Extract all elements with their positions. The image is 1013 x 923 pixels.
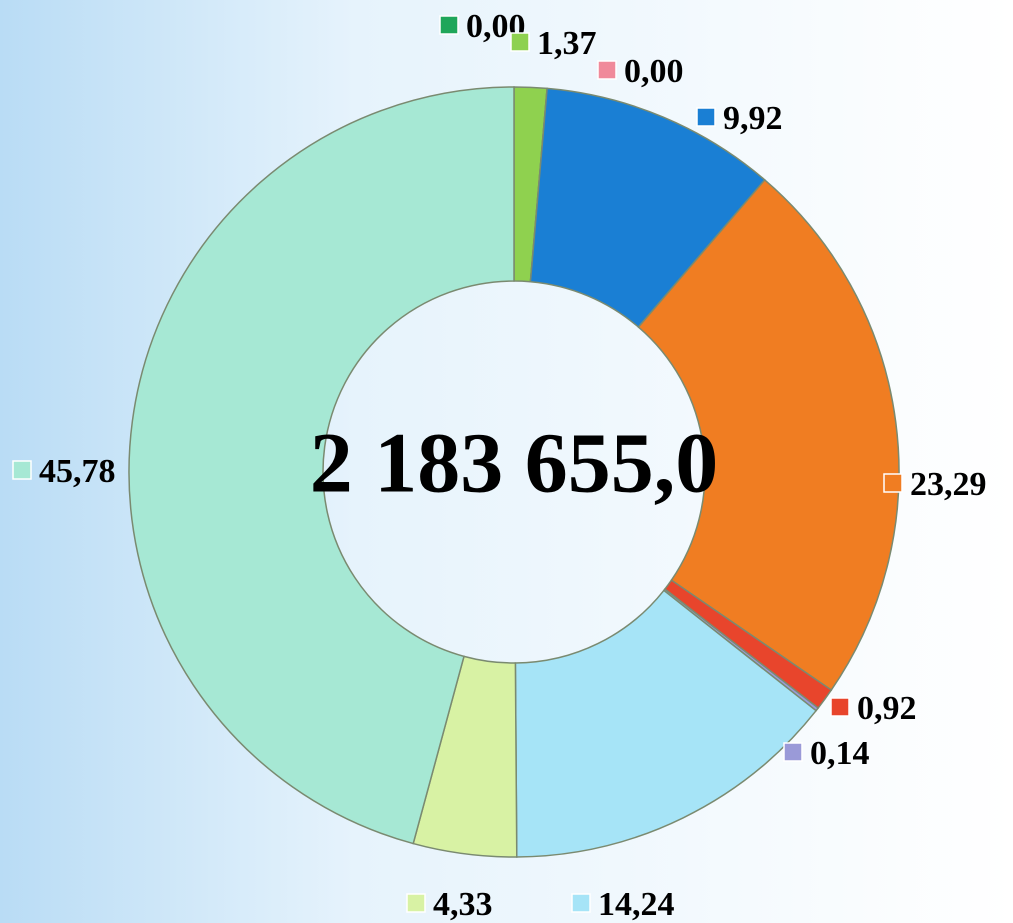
- data-label: 45,78: [39, 453, 116, 490]
- label-marker: [883, 473, 903, 493]
- data-label: 23,29: [910, 466, 987, 503]
- donut-slice: [514, 589, 818, 858]
- label-marker: [783, 742, 803, 762]
- label-marker: [406, 893, 426, 913]
- label-marker: [830, 697, 850, 717]
- donut-slice: [128, 86, 515, 845]
- donut-slice: [637, 178, 900, 692]
- data-label: 9,92: [723, 100, 783, 137]
- label-marker: [597, 60, 617, 80]
- data-label: 0,14: [810, 735, 870, 772]
- data-label: 14,24: [598, 886, 675, 923]
- data-label: 0,92: [857, 690, 917, 727]
- data-label: 1,37: [537, 25, 597, 62]
- data-label: 0,00: [624, 53, 684, 90]
- label-marker: [571, 893, 591, 913]
- center-text: 2 183 655,0: [310, 415, 719, 511]
- label-marker: [12, 460, 32, 480]
- label-marker: [439, 15, 459, 35]
- label-marker: [510, 32, 530, 52]
- data-label: 4,33: [433, 886, 493, 923]
- label-marker: [696, 107, 716, 127]
